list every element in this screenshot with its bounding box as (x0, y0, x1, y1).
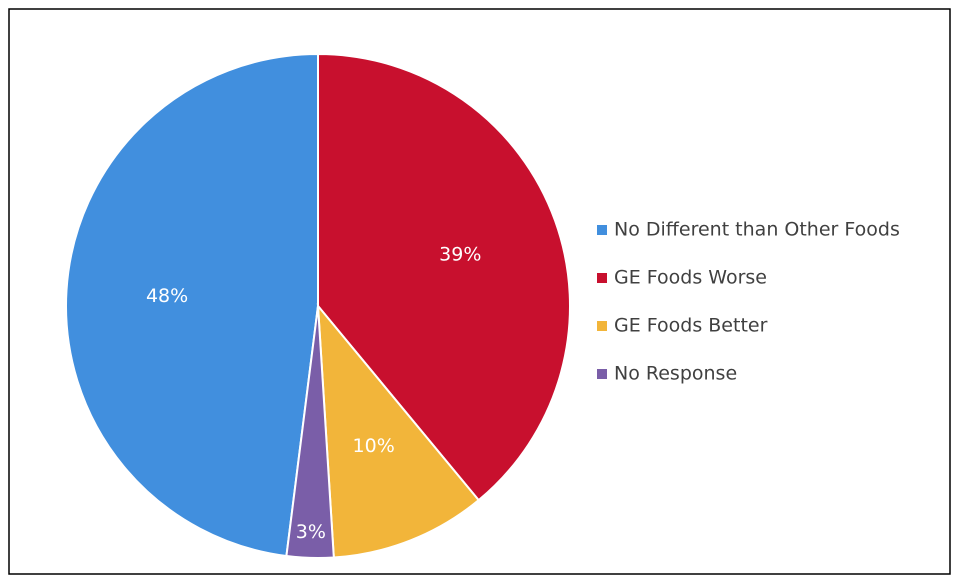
legend-label: GE Foods Worse (614, 267, 767, 289)
pie-slice (65, 52, 319, 558)
data-label: 10% (353, 435, 395, 457)
data-label: 39% (439, 243, 481, 265)
legend-label: No Different than Other Foods (614, 219, 900, 241)
pie-slice (316, 302, 481, 559)
data-label: 3% (296, 521, 326, 543)
legend-label: No Response (614, 363, 737, 385)
pie-slice (285, 305, 335, 559)
legend-swatch (597, 369, 607, 379)
legend-swatch (597, 273, 607, 283)
legend-label: GE Foods Better (614, 315, 768, 337)
pie-slice (317, 52, 571, 502)
legend-swatch (597, 225, 607, 235)
legend-swatch (597, 321, 607, 331)
data-label: 48% (146, 285, 188, 307)
